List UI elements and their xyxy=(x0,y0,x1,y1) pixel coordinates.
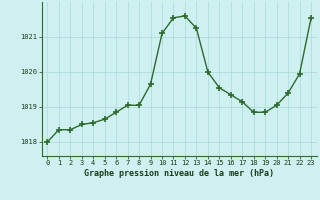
X-axis label: Graphe pression niveau de la mer (hPa): Graphe pression niveau de la mer (hPa) xyxy=(84,169,274,178)
